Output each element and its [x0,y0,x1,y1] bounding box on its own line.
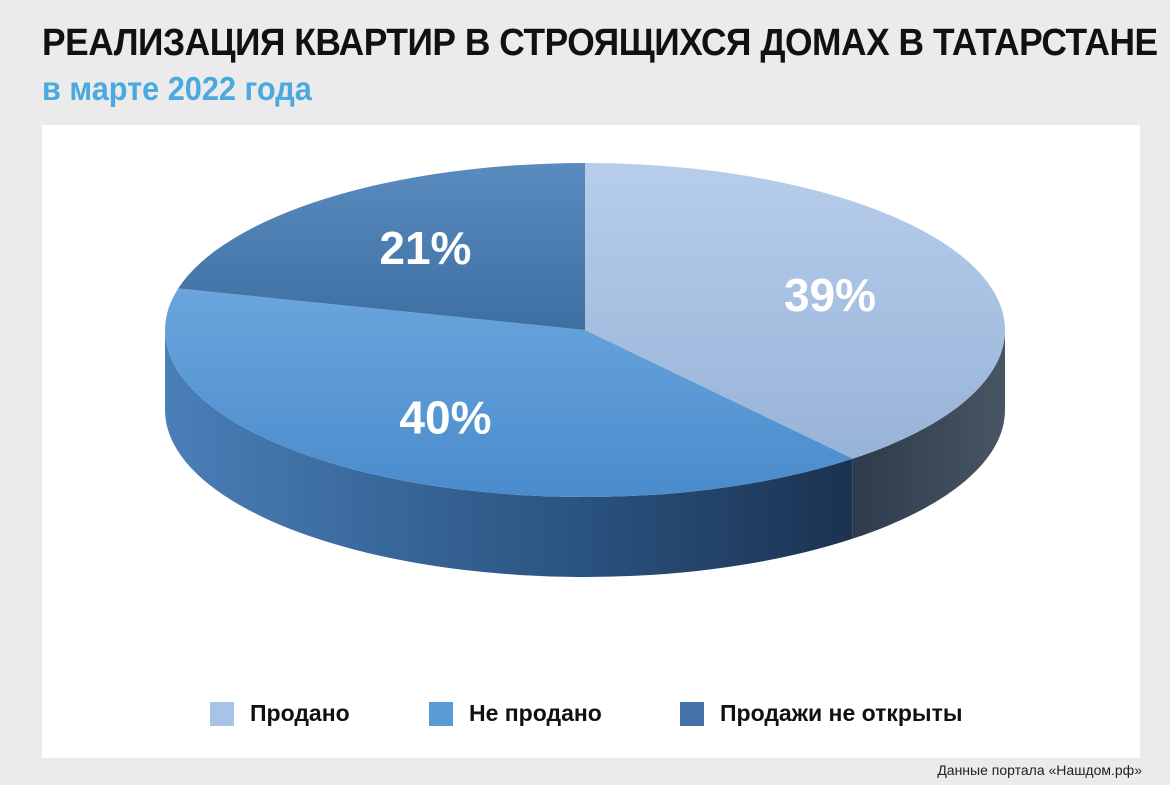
pie-side-sold [852,330,1005,539]
legend-label-sold: Продано [250,700,350,726]
pie-slice-unsold [164,288,853,498]
legend-swatch-sold [210,701,234,726]
legend-label-unsold: Не продано [469,700,602,726]
legend: Продано Не продано Продажи не открыты [0,700,1170,736]
legend-swatch-unsold [429,701,453,726]
pie-slice-sold [585,163,1006,459]
legend-item-sold: Продано [210,700,350,727]
page-title: РЕАЛИЗАЦИЯ КВАРТИР В СТРОЯЩИХСЯ ДОМАХ В … [42,22,1158,64]
source-note: Данные портала «Нашдом.рф» [937,762,1142,778]
data-label-sold: 39% [784,269,876,321]
data-label-unsold: 40% [399,391,491,443]
legend-item-not-opened: Продажи не открыты [680,700,962,727]
legend-label-not-opened: Продажи не открыты [720,700,963,726]
pie-side-unsold [165,330,853,578]
legend-item-unsold: Не продано [429,700,602,727]
pie-slice-not-opened [178,163,585,330]
page-subtitle: в марте 2022 года [42,70,312,107]
legend-swatch-not-opened [680,701,704,726]
data-label-not-opened: 21% [379,222,471,274]
